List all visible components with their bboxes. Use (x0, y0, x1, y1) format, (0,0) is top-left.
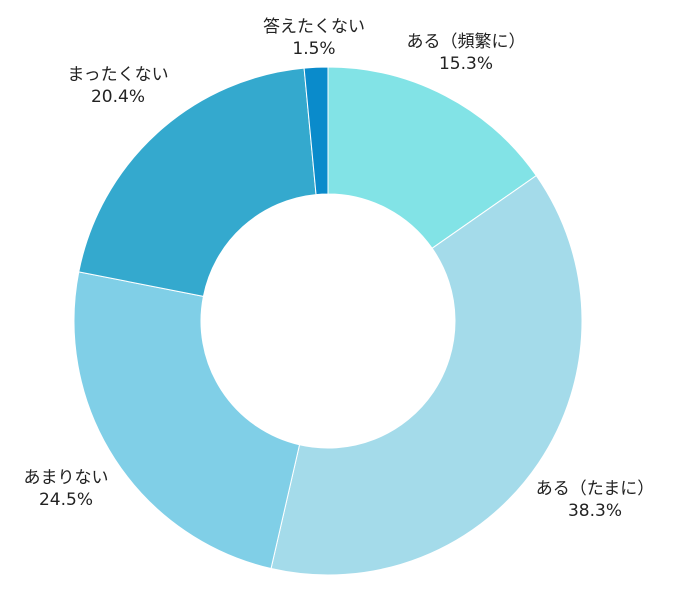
slice-category-label: ある（頻繁に） (407, 32, 526, 52)
pie-slice (78, 67, 317, 298)
pie-slice (327, 66, 537, 249)
slice-category-label: 答えたくない (263, 17, 365, 37)
chart-slices (73, 66, 583, 576)
slice-value-label: 38.3% (568, 501, 622, 521)
slice-category-label: まったくない (67, 65, 168, 85)
slice-category-label: ある（たまに） (536, 479, 655, 499)
slice-category-label: あまりない (24, 468, 109, 488)
slice-value-label: 24.5% (39, 490, 93, 510)
pie-slice (270, 174, 583, 576)
pie-slice (303, 66, 329, 196)
slice-value-label: 20.4% (91, 87, 145, 107)
slice-value-label: 1.5% (292, 39, 335, 59)
pie-slice (73, 271, 301, 570)
slice-value-label: 15.3% (439, 54, 493, 74)
